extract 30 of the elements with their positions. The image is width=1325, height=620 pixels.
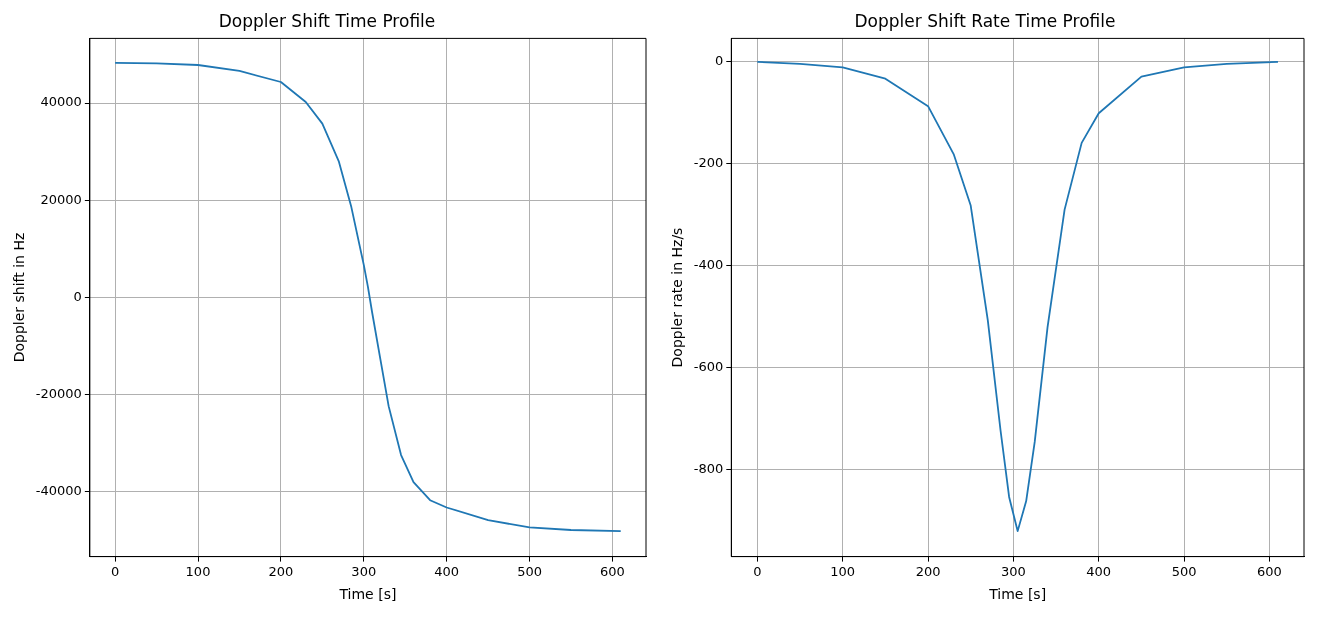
x-axis-title: Time [s] — [988, 586, 1047, 603]
chart-title: Doppler Shift Rate Time Profile — [854, 10, 1116, 31]
y-tick-label: 0 — [715, 53, 724, 69]
y-tick-label: 0 — [73, 288, 82, 304]
x-tick-label: 500 — [1171, 563, 1197, 579]
y-tick-label: -400 — [693, 257, 724, 273]
y-tick-label: 40000 — [40, 94, 82, 110]
y-tick-label: -800 — [693, 460, 724, 476]
x-tick-label: 400 — [1086, 563, 1112, 579]
y-axis-title: Doppler shift in Hz — [11, 232, 28, 363]
x-tick-label: 500 — [517, 563, 542, 579]
x-tick-label: 400 — [434, 563, 460, 579]
chart-title: Doppler Shift Time Profile — [218, 10, 436, 31]
x-tick-label: 0 — [753, 563, 762, 579]
x-tick-label: 300 — [351, 563, 377, 579]
x-tick-label: 600 — [1257, 563, 1282, 579]
x-tick-label: 600 — [600, 563, 625, 579]
y-tick-label: -40000 — [35, 483, 82, 499]
x-tick-label: 200 — [268, 563, 294, 579]
y-tick-label: -600 — [693, 358, 724, 374]
x-tick-label: 100 — [185, 563, 211, 579]
y-tick-label: 20000 — [40, 191, 82, 207]
y-tick-label: -200 — [693, 155, 724, 171]
x-tick-label: 0 — [110, 563, 120, 579]
y-axis-title: Doppler rate in Hz/s — [669, 227, 686, 368]
y-tick-label: -20000 — [35, 386, 82, 402]
x-axis-title: Time [s] — [338, 586, 397, 603]
x-tick-label: 100 — [830, 563, 856, 579]
x-tick-label: 300 — [1000, 563, 1026, 579]
x-tick-label: 200 — [915, 563, 941, 579]
